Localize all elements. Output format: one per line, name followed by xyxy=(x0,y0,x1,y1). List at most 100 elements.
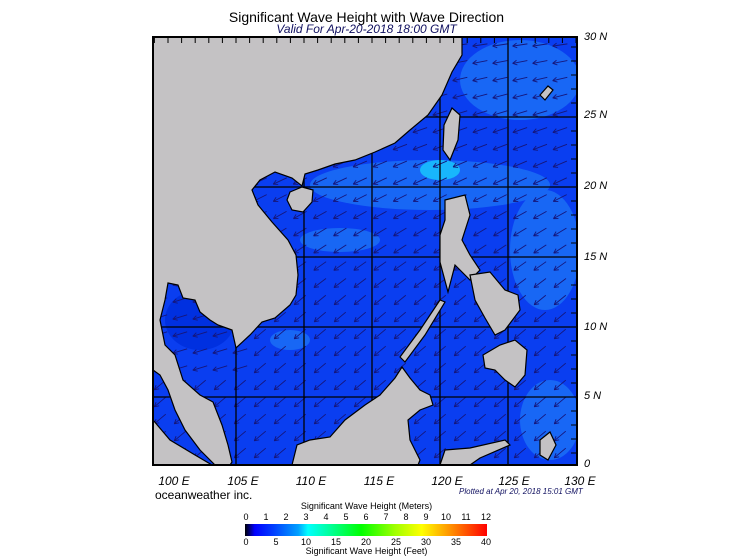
wave-arrow xyxy=(212,331,228,338)
wave-arrow xyxy=(553,362,567,374)
colorbar-feet-tick: 10 xyxy=(300,537,312,547)
wave-arrow xyxy=(393,210,407,220)
wave-arrow xyxy=(512,194,527,202)
wave-arrow xyxy=(353,396,367,408)
wave-arrow xyxy=(512,59,528,66)
wave-arrow xyxy=(313,294,327,306)
wave-arrow xyxy=(353,294,367,306)
wave-arrow xyxy=(353,227,367,237)
wave-arrow xyxy=(273,447,287,459)
colorbar-feet-tick: 20 xyxy=(360,537,372,547)
colorbar-feet-tick: 25 xyxy=(390,537,402,547)
wave-arrow xyxy=(533,278,547,288)
wave-arrow xyxy=(273,396,287,408)
wave-arrow xyxy=(553,294,567,306)
wave-arrow xyxy=(353,244,367,254)
wave-arrow xyxy=(393,278,407,288)
map-frame xyxy=(152,36,578,466)
wave-arrow xyxy=(313,227,327,237)
wave-arrow xyxy=(552,110,568,117)
wave-arrow xyxy=(533,345,547,357)
wave-arrow xyxy=(373,244,387,254)
land-ryukyu xyxy=(539,85,554,101)
wave-arrow xyxy=(493,396,507,408)
lon-label-110e: 110 E xyxy=(295,474,327,488)
wave-arrow xyxy=(253,413,267,425)
wave-arrow xyxy=(492,194,507,202)
wave-arrow xyxy=(413,294,427,306)
colorbar-meters-tick: 3 xyxy=(303,512,309,522)
land-palawan xyxy=(399,299,446,363)
wave-arrow xyxy=(552,59,568,66)
wave-arrow xyxy=(553,413,567,425)
lat-label-25n: 25 N xyxy=(584,109,608,121)
wave-arrow xyxy=(312,177,327,185)
colorbar-meters-tick: 12 xyxy=(480,512,492,522)
wave-arrow xyxy=(513,413,527,425)
wave-arrow xyxy=(413,345,427,357)
wave-arrow xyxy=(493,413,507,425)
lon-label-105e: 105 E xyxy=(227,474,259,488)
wave-arrow xyxy=(353,345,367,357)
wave-arrow xyxy=(533,396,547,408)
wave-arrow xyxy=(533,210,547,220)
wave-arrow xyxy=(553,244,567,254)
wave-arrow xyxy=(533,379,547,391)
land-luzon xyxy=(439,194,481,295)
wave-arrow xyxy=(333,261,347,271)
wave-arrow xyxy=(313,328,327,340)
lat-label-5n: 5 N xyxy=(584,390,602,402)
wave-arrow xyxy=(532,110,548,117)
wave-arrow xyxy=(552,177,567,185)
colorbar-feet-tick: 5 xyxy=(273,537,279,547)
wave-arrow xyxy=(473,210,487,220)
wave-arrow xyxy=(553,396,567,408)
colorbar-feet-tick: 0 xyxy=(243,537,249,547)
colorbar-meters-title: Significant Wave Height (Meters) xyxy=(300,501,433,511)
wave-arrow xyxy=(493,379,507,391)
wave-arrow xyxy=(473,413,487,425)
colorbar-feet-tick: 40 xyxy=(480,537,492,547)
wave-arrow xyxy=(333,413,347,425)
wave-arrow xyxy=(352,194,367,202)
land-taiwan xyxy=(442,107,461,162)
wave-arrow xyxy=(312,194,327,202)
wave-arrow xyxy=(333,328,347,340)
wave-arrow xyxy=(532,194,547,202)
lon-label-115e: 115 E xyxy=(363,474,395,488)
wave-arrow xyxy=(392,177,407,185)
lon-label-125e: 125 E xyxy=(498,474,530,488)
map-title: Significant Wave Height with Wave Direct… xyxy=(228,9,505,25)
wave-arrow xyxy=(412,127,428,134)
wave-arrow xyxy=(413,227,427,237)
wave-arrow xyxy=(272,177,287,185)
wave-arrow xyxy=(492,110,508,117)
wave-arrow xyxy=(173,430,187,442)
wave-arrow xyxy=(313,311,327,323)
wave-arrow xyxy=(192,365,208,372)
wave-arrow xyxy=(533,244,547,254)
wave-arrow xyxy=(533,294,547,306)
wave-arrow xyxy=(532,160,548,168)
wave-arrow xyxy=(512,160,528,168)
wave-arrow xyxy=(353,379,367,391)
wave-arrow xyxy=(333,311,347,323)
wave-arrow xyxy=(253,396,267,408)
wave-arrow xyxy=(553,328,567,340)
wave-arrow xyxy=(392,143,408,151)
wave-arrow xyxy=(313,210,327,220)
wave-arrow xyxy=(273,210,287,220)
colorbar-feet-title: Significant Wave Height (Feet) xyxy=(305,546,428,556)
wave-arrow xyxy=(372,177,387,185)
wave-arrow xyxy=(493,210,507,220)
wave-arrow xyxy=(512,76,528,83)
wave-arrow xyxy=(532,76,548,83)
wave-arrow xyxy=(392,194,407,202)
wave-arrow xyxy=(553,430,567,442)
wave-arrow xyxy=(373,362,387,374)
wave-arrow xyxy=(313,396,327,408)
wave-arrow xyxy=(253,379,267,391)
wave-arrow xyxy=(352,160,368,168)
wave-arrow xyxy=(472,194,487,202)
